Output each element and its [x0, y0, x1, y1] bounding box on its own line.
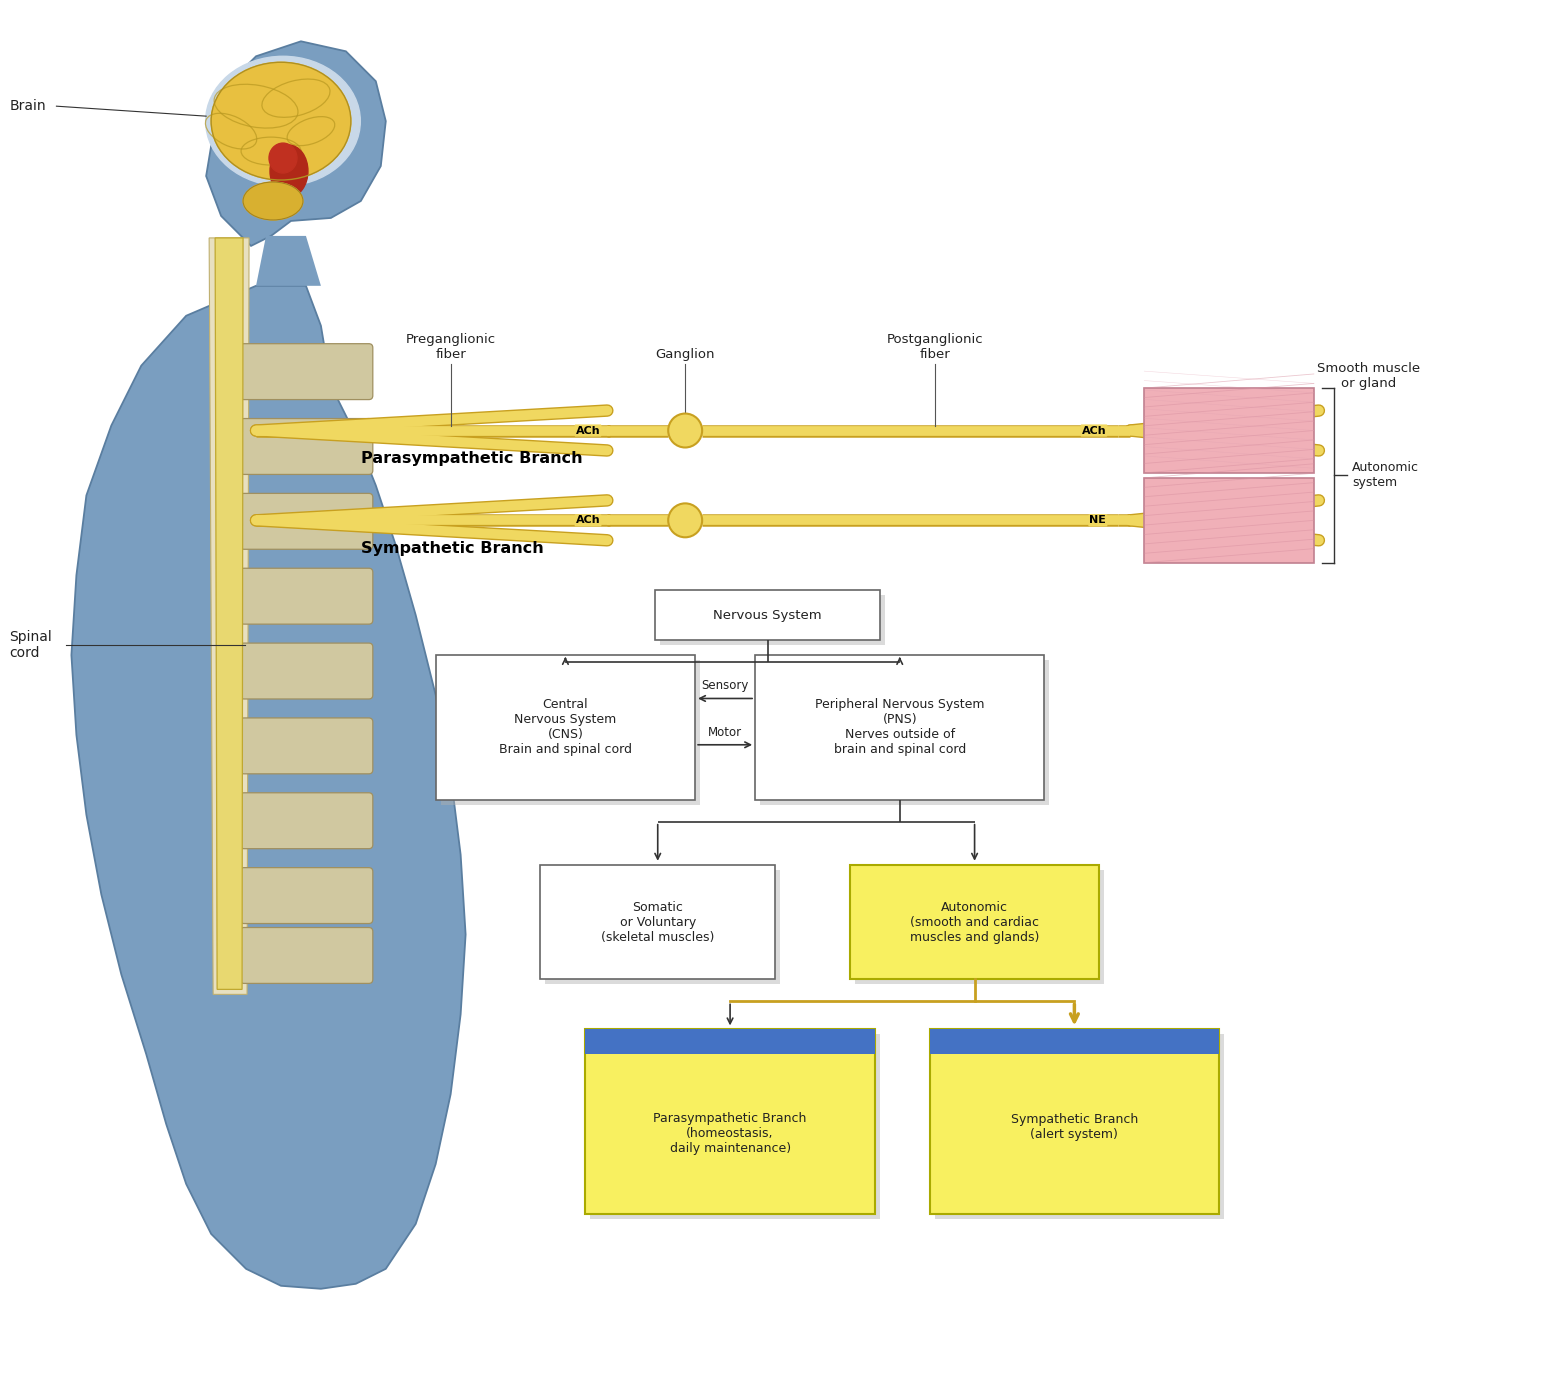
FancyBboxPatch shape [241, 868, 373, 924]
FancyBboxPatch shape [761, 660, 1049, 804]
Circle shape [668, 503, 702, 538]
FancyBboxPatch shape [241, 793, 373, 848]
Text: Peripheral Nervous System
(PNS)
Nerves outside of
brain and spinal cord: Peripheral Nervous System (PNS) Nerves o… [815, 698, 984, 756]
Text: NE: NE [1089, 516, 1106, 525]
Text: Spinal
cord: Spinal cord [9, 630, 52, 660]
Ellipse shape [211, 62, 350, 180]
FancyBboxPatch shape [540, 865, 775, 979]
Polygon shape [210, 238, 248, 994]
FancyBboxPatch shape [435, 654, 696, 800]
FancyBboxPatch shape [585, 1030, 875, 1055]
Text: Smooth muscle
or gland: Smooth muscle or gland [1318, 362, 1421, 389]
Text: Brain: Brain [9, 99, 46, 113]
FancyBboxPatch shape [591, 1034, 880, 1218]
FancyBboxPatch shape [241, 644, 373, 698]
Text: Autonomic
system: Autonomic system [1352, 462, 1420, 490]
FancyBboxPatch shape [656, 590, 880, 641]
FancyBboxPatch shape [241, 494, 373, 549]
Text: Parasympathetic Branch
(homeostasis,
daily maintenance): Parasympathetic Branch (homeostasis, dai… [653, 1112, 807, 1155]
Ellipse shape [270, 146, 309, 197]
FancyBboxPatch shape [1145, 478, 1315, 562]
Text: Nervous System: Nervous System [713, 609, 822, 622]
FancyBboxPatch shape [241, 718, 373, 774]
FancyBboxPatch shape [241, 568, 373, 624]
Text: Sympathetic Branch
(alert system): Sympathetic Branch (alert system) [1011, 1112, 1139, 1141]
FancyBboxPatch shape [241, 928, 373, 983]
FancyBboxPatch shape [585, 1030, 875, 1214]
FancyBboxPatch shape [755, 654, 1045, 800]
Text: Sympathetic Branch: Sympathetic Branch [361, 540, 543, 556]
FancyBboxPatch shape [1145, 388, 1315, 473]
Text: Ganglion: Ganglion [656, 348, 714, 360]
FancyBboxPatch shape [241, 344, 373, 400]
FancyBboxPatch shape [850, 865, 1099, 979]
Text: ACh: ACh [576, 425, 600, 436]
Text: Postganglionic
fiber: Postganglionic fiber [886, 333, 983, 360]
FancyBboxPatch shape [546, 869, 779, 984]
Text: ACh: ACh [1082, 425, 1106, 436]
FancyBboxPatch shape [241, 418, 373, 474]
FancyBboxPatch shape [935, 1034, 1224, 1218]
Polygon shape [214, 238, 244, 990]
Ellipse shape [205, 56, 361, 186]
Polygon shape [256, 236, 321, 286]
FancyBboxPatch shape [930, 1030, 1219, 1214]
Circle shape [668, 414, 702, 447]
FancyBboxPatch shape [441, 660, 701, 804]
Polygon shape [71, 286, 466, 1288]
Text: Preganglionic
fiber: Preganglionic fiber [406, 333, 495, 360]
Text: Somatic
or Voluntary
(skeletal muscles): Somatic or Voluntary (skeletal muscles) [602, 901, 714, 943]
Text: Autonomic
(smooth and cardiac
muscles and glands): Autonomic (smooth and cardiac muscles an… [910, 901, 1040, 943]
Text: Central
Nervous System
(CNS)
Brain and spinal cord: Central Nervous System (CNS) Brain and s… [498, 698, 633, 756]
FancyBboxPatch shape [660, 595, 884, 645]
Text: Sensory: Sensory [702, 679, 748, 693]
Text: Motor: Motor [708, 726, 742, 738]
Ellipse shape [244, 182, 302, 220]
Text: ACh: ACh [576, 516, 600, 525]
Ellipse shape [268, 143, 296, 173]
Polygon shape [207, 41, 386, 246]
FancyBboxPatch shape [930, 1030, 1219, 1055]
FancyBboxPatch shape [855, 869, 1105, 984]
Text: Parasympathetic Branch: Parasympathetic Branch [361, 451, 582, 466]
